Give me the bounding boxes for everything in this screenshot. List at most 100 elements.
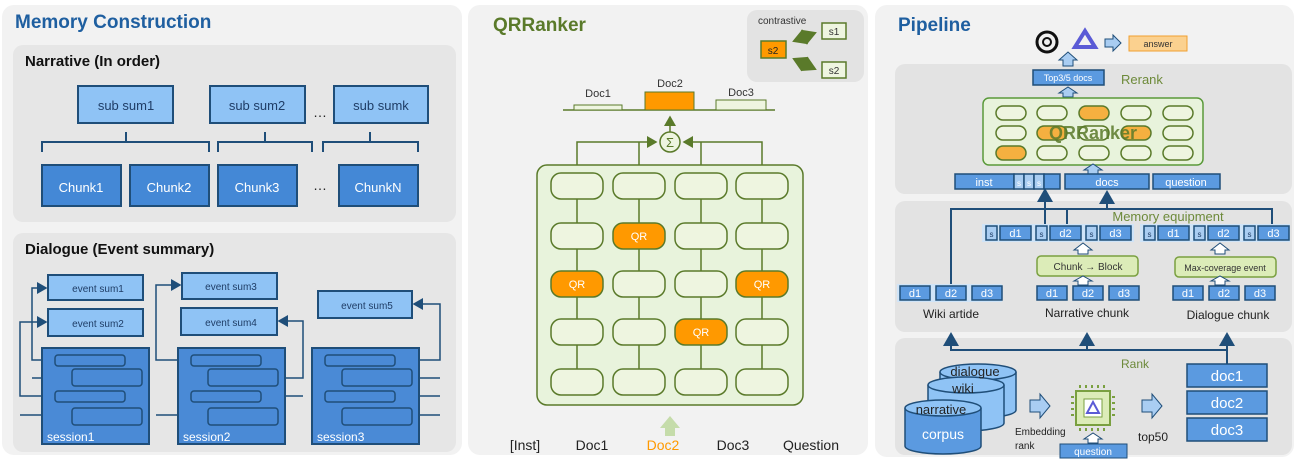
attention-cell xyxy=(735,318,789,346)
s2-anchor: s2 xyxy=(768,46,779,57)
model-pill xyxy=(1036,105,1068,121)
model-pill xyxy=(995,125,1027,141)
qr-cell-label: QR xyxy=(754,279,771,291)
input-label: Doc1 xyxy=(576,437,609,453)
dialogue-turn-bubble xyxy=(207,368,279,387)
model-pill xyxy=(1078,125,1110,141)
doc-token xyxy=(1244,285,1276,301)
memory-construction-panel: Memory Construction Narrative (In order)… xyxy=(2,5,462,455)
attention-cell xyxy=(612,318,666,346)
sub-sum-label: sub sum2 xyxy=(229,98,285,113)
s-token: s xyxy=(1017,179,1021,188)
chunk-label: Chunk1 xyxy=(59,180,104,195)
model-pill xyxy=(1036,145,1068,161)
dialogue-turn-bubble xyxy=(71,407,143,426)
attention-cell xyxy=(674,172,728,200)
input-label: Question xyxy=(783,437,839,453)
doc-token-label: d2 xyxy=(945,288,957,300)
model-pill xyxy=(995,145,1027,161)
qrranker-model-label: QRRanker xyxy=(1049,123,1137,143)
corpus-label: corpus xyxy=(922,426,964,442)
dialogue-turn-bubble xyxy=(324,390,396,403)
contrastive-label: contrastive xyxy=(758,16,807,27)
chunk-label: Chunk2 xyxy=(147,180,192,195)
doc-token-label: d1 xyxy=(1182,288,1194,300)
model-pill xyxy=(1078,145,1110,161)
s-token xyxy=(985,225,998,241)
answer-box xyxy=(1128,35,1188,52)
sub-sum-box xyxy=(333,85,429,124)
s1-sample: s1 xyxy=(829,27,840,38)
s-token-label: s xyxy=(1198,230,1202,239)
dialogue-turn-bubble xyxy=(71,368,143,387)
attention-cell xyxy=(612,270,666,298)
ellipsis: … xyxy=(313,104,327,120)
sum-node xyxy=(659,131,681,153)
s-token: s xyxy=(1037,179,1041,188)
sub-sum-label: sub sum1 xyxy=(98,98,154,113)
s-token xyxy=(1035,225,1048,241)
ranked-doc: doc1 xyxy=(1211,368,1244,385)
corpus-wiki: wiki xyxy=(951,381,974,396)
max-coverage-label: Max-coverage event xyxy=(1184,263,1266,273)
arrow-right-icon xyxy=(1104,33,1122,53)
model-pill xyxy=(1162,145,1194,161)
s-token-label: s xyxy=(1248,230,1252,239)
dialogue-turn-bubble xyxy=(190,390,262,403)
s-token xyxy=(1085,225,1098,241)
docs-input: docs xyxy=(1095,177,1119,189)
doc-bar-label: Doc1 xyxy=(585,88,611,100)
doc-token-label: d1 xyxy=(1046,288,1058,300)
s-token-label: s xyxy=(990,230,994,239)
doc-token-label: d3 xyxy=(1118,288,1130,300)
doc-token-label: d1 xyxy=(909,288,921,300)
attention-cell xyxy=(550,172,604,200)
max-coverage-box xyxy=(1174,256,1277,278)
doc-token xyxy=(899,285,931,301)
doc-token-label: d3 xyxy=(981,288,993,300)
corpus-dialogue: dialogue xyxy=(950,364,999,379)
sum-symbol: Σ xyxy=(666,135,674,150)
input-labels: [Inst] Doc1 Doc2 Doc3 Question xyxy=(510,437,839,453)
dialogue-subpanel: Dialogue (Event summary) event sum1 even… xyxy=(13,233,456,452)
ranked-doc: doc2 xyxy=(1211,395,1244,412)
dialogue-title: Dialogue (Event summary) xyxy=(25,241,214,258)
s-token: s xyxy=(1027,179,1031,188)
dialogue-turn-bubble xyxy=(341,407,413,426)
model-pill xyxy=(1036,125,1068,141)
arrow-right-icon xyxy=(1029,392,1051,420)
session-label: session3 xyxy=(317,430,365,444)
qwen-logo-icon xyxy=(1071,27,1099,49)
event-sum-label: event sum1 xyxy=(72,284,124,295)
doc-token-label: d1 xyxy=(1009,228,1021,240)
qr-cell-label: QR xyxy=(693,327,710,339)
rank-connectors xyxy=(943,332,1235,364)
contrastive-box: contrastive s2 s1 s2 xyxy=(747,10,864,82)
model-pill xyxy=(1120,145,1152,161)
qr-cell xyxy=(674,318,728,346)
arrow-right-icon xyxy=(1141,392,1163,420)
session-label: session2 xyxy=(183,430,231,444)
s-token-label: s xyxy=(1148,230,1152,239)
narrative-subpanel: Narrative (In order) sub sum1 sub sum2 s… xyxy=(13,45,456,222)
corpus-narrative: narrative xyxy=(916,402,967,417)
doc-token xyxy=(971,285,1003,301)
s-token xyxy=(1243,225,1256,241)
chunk-block-label: Chunk → Block xyxy=(1054,262,1124,273)
dialogue-turn-bubble xyxy=(207,407,279,426)
panel-title: QRRanker xyxy=(493,15,587,36)
model-pill xyxy=(995,105,1027,121)
qr-cell xyxy=(550,270,604,298)
sub-sum-box xyxy=(209,85,306,124)
doc-token xyxy=(1257,225,1290,241)
doc-token-label: d3 xyxy=(1109,228,1121,240)
corpus-database-icon xyxy=(904,363,1017,455)
doc-token xyxy=(1099,225,1132,241)
source-label: Dialogue chunk xyxy=(1187,308,1271,322)
rerank-label: Rerank xyxy=(1121,72,1163,87)
s-token xyxy=(1143,225,1156,241)
qrranker-panel: QRRanker contrastive s2 s1 s2 Doc1 Doc2 … xyxy=(468,5,868,455)
embedding-chip-icon xyxy=(1071,385,1115,431)
doc-token-label: d2 xyxy=(1082,288,1094,300)
